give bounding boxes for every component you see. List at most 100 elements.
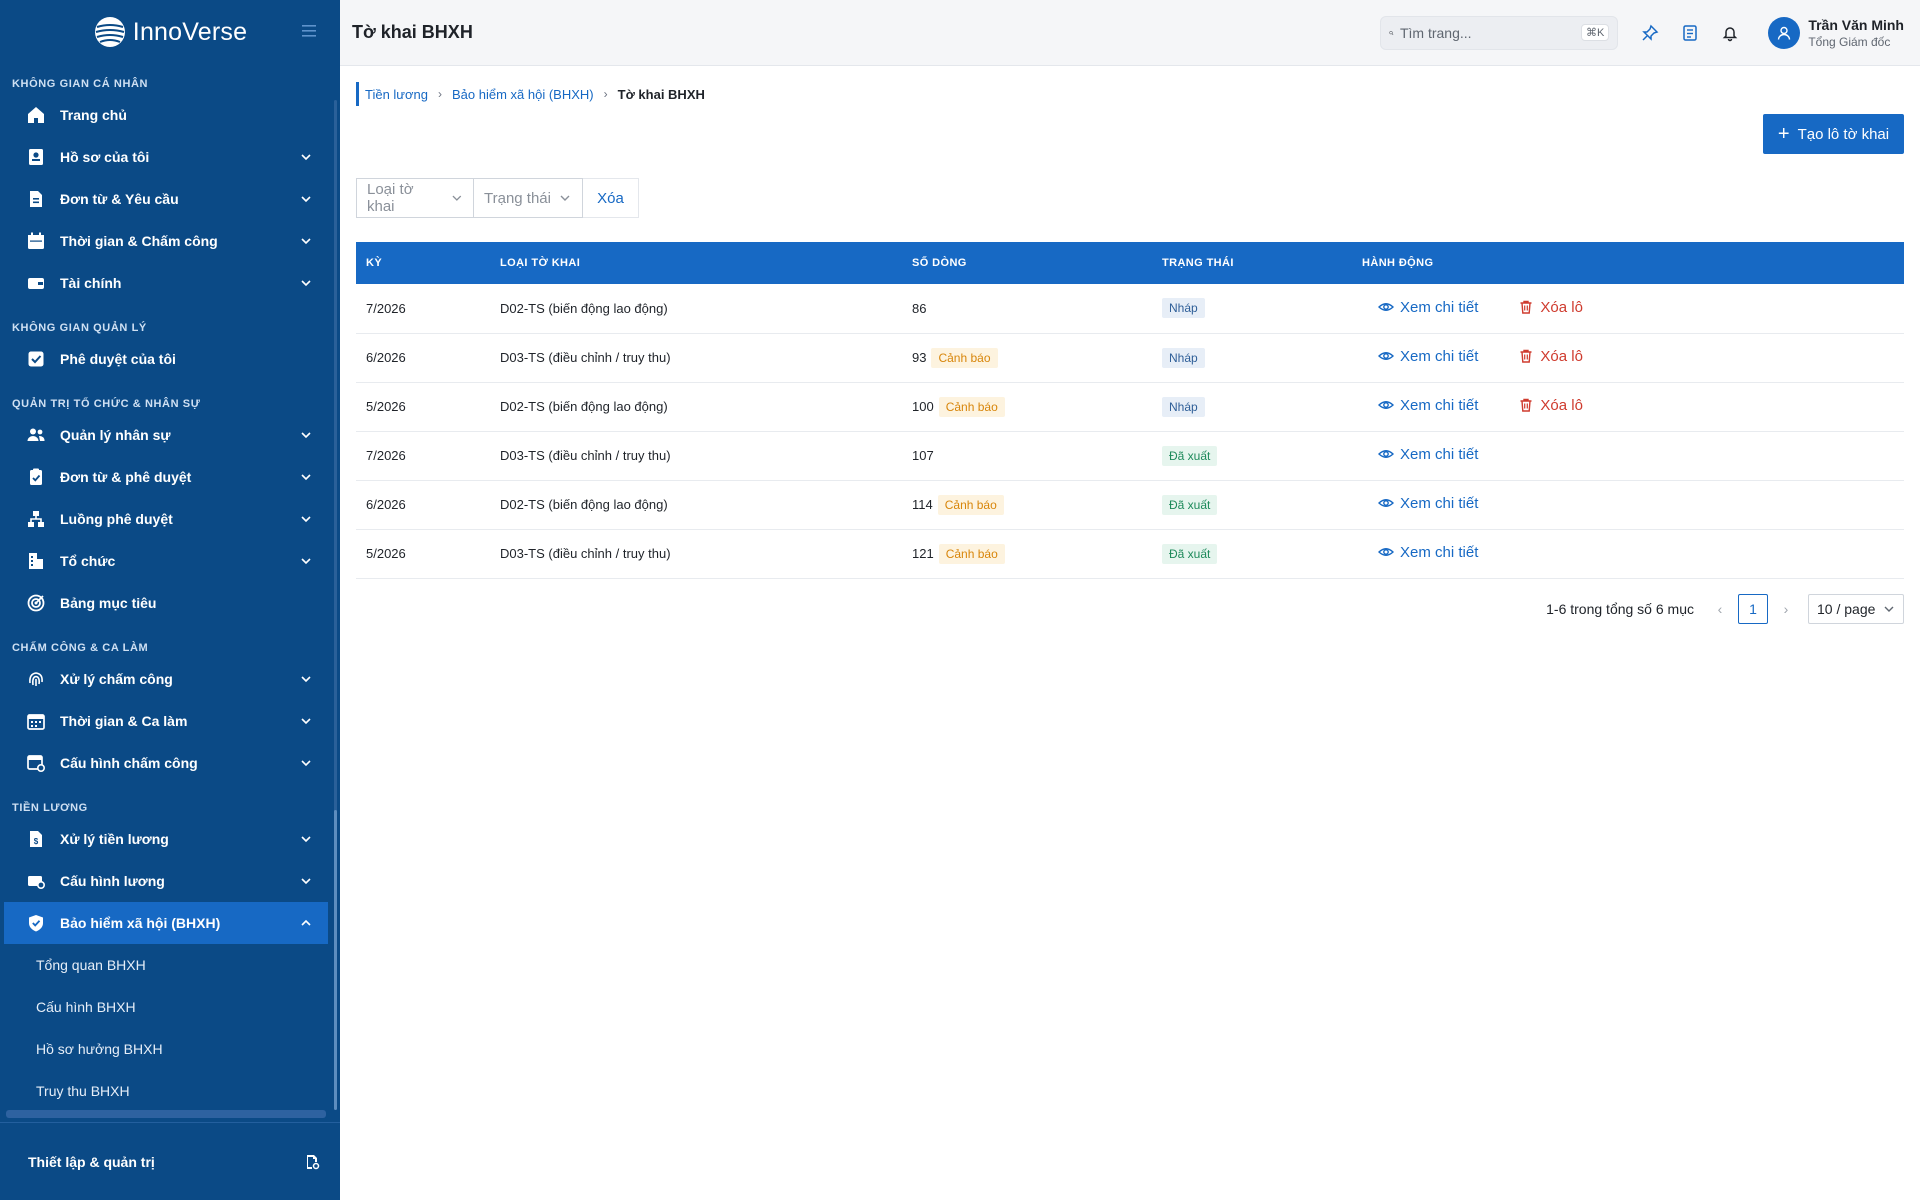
cell-line-count: 86 [902, 284, 1152, 334]
sidebar-item-don-tu-phe-duyet[interactable]: Đơn từ & phê duyệt [0, 456, 340, 498]
sidebar-subitem-ho-so-huong-bhxh[interactable]: Hồ sơ hưởng BHXH [36, 1041, 163, 1057]
cell-declaration-type: D02-TS (biến động lao động) [490, 382, 902, 432]
app-logo[interactable]: InnoVerse [93, 15, 247, 49]
delete-batch-link[interactable]: Xóa lô [1518, 299, 1583, 316]
sidebar-item-bao-hiem-xa-hoi-bhxh[interactable]: Bảo hiểm xã hội (BHXH) [4, 902, 328, 944]
view-details-link[interactable]: Xem chi tiết [1378, 446, 1478, 463]
status-select[interactable]: Trạng thái [474, 178, 583, 218]
cell-actions: Xem chi tiết Xóa lô [1352, 284, 1904, 334]
view-details-link[interactable]: Xem chi tiết [1378, 299, 1478, 316]
sidebar-section-title: KHÔNG GIAN QUẢN LÝ [12, 322, 147, 334]
sidebar-item-tai-chinh[interactable]: Tài chính [0, 262, 340, 304]
sidebar-item-ho-so-cua-toi[interactable]: Hồ sơ của tôi [0, 136, 340, 178]
sidebar-scroll-track [334, 100, 337, 1080]
cell-line-count: 114 Cảnh báo [902, 480, 1152, 530]
view-details-link[interactable]: Xem chi tiết [1378, 348, 1478, 365]
cell-declaration-type: D02-TS (biến động lao động) [490, 284, 902, 334]
column-header-period[interactable]: KỲ [366, 257, 383, 269]
breadcrumb-separator-icon: › [438, 87, 442, 101]
delete-batch-link[interactable]: Xóa lô [1518, 397, 1583, 414]
sidebar-scrollbar[interactable] [334, 810, 337, 1110]
breadcrumb-link-social-insurance[interactable]: Bảo hiểm xã hội (BHXH) [452, 86, 594, 102]
sidebar-item-label: Đơn từ & phê duyệt [60, 469, 192, 485]
page-number-button[interactable]: 1 [1738, 594, 1768, 624]
sidebar-item-label: Quản lý nhân sự [60, 427, 171, 443]
declaration-type-select[interactable]: Loại tờ khai [356, 178, 474, 218]
chevron-down-icon[interactable] [300, 715, 312, 727]
cell-period: 5/2026 [356, 382, 490, 432]
sidebar-item-thoi-gian-cham-cong[interactable]: Thời gian & Chấm công [0, 220, 340, 262]
pin-icon [1642, 24, 1659, 41]
sidebar-section-title: QUẢN TRỊ TỔ CHỨC & NHÂN SỰ [12, 398, 201, 410]
prev-page-icon[interactable]: ‹ [1717, 601, 1723, 617]
sidebar-horizontal-scrollbar[interactable] [6, 1110, 326, 1118]
sidebar-item-thoi-gian-ca-lam[interactable]: Thời gian & Ca làm [0, 700, 340, 742]
sidebar-item-bang-muc-tieu[interactable]: Bảng mục tiêu [0, 582, 340, 624]
sidebar-item-cau-hinh-cham-cong[interactable]: Cấu hình chấm công [0, 742, 340, 784]
sidebar-item-phe-duyet-cua-toi[interactable]: Phê duyệt của tôi [0, 338, 340, 380]
breadcrumb-link-payroll[interactable]: Tiền lương [365, 86, 428, 102]
notes-button[interactable] [1670, 13, 1710, 53]
sidebar-subitem-cau-hinh-bhxh[interactable]: Cấu hình BHXH [36, 999, 136, 1015]
cell-status: Nháp [1152, 333, 1352, 383]
line-count-value: 107 [912, 448, 934, 463]
cell-actions: Xem chi tiết [1352, 529, 1904, 579]
sidebar-item-cau-hinh-luong[interactable]: Cấu hình lương [0, 860, 340, 902]
chevron-down-icon[interactable] [300, 513, 312, 525]
notifications-button[interactable] [1710, 13, 1750, 53]
sidebar-item-luong-phe-duyet[interactable]: Luồng phê duyệt [0, 498, 340, 540]
chevron-down-icon[interactable] [300, 555, 312, 567]
chevron-down-icon[interactable] [300, 875, 312, 887]
view-details-link[interactable]: Xem chi tiết [1378, 544, 1478, 561]
page-size-select[interactable]: 10 / page [1808, 594, 1904, 624]
chevron-down-icon[interactable] [300, 471, 312, 483]
delete-batch-link[interactable]: Xóa lô [1518, 348, 1583, 365]
chevron-down-icon[interactable] [300, 193, 312, 205]
column-header-status[interactable]: TRẠNG THÁI [1162, 257, 1234, 269]
sidebar-subitem-truy-thu-bhxh[interactable]: Truy thu BHXH [36, 1083, 130, 1099]
pin-button[interactable] [1630, 13, 1670, 53]
sidebar-item-don-tu-yeu-cau[interactable]: Đơn từ & Yêu cầu [0, 178, 340, 220]
calendar-grid-icon [27, 714, 45, 730]
next-page-icon[interactable]: › [1783, 601, 1789, 617]
sidebar-item-label: Trang chủ [60, 107, 127, 123]
chevron-down-icon[interactable] [300, 833, 312, 845]
sidebar-footer-settings[interactable]: Thiết lập & quản trị [0, 1122, 340, 1200]
create-declaration-batch-button[interactable]: + Tạo lô tờ khai [1763, 114, 1904, 154]
chevron-down-icon[interactable] [300, 429, 312, 441]
column-header-line-count[interactable]: SỐ DÒNG [912, 257, 967, 269]
chevron-up-icon[interactable] [300, 917, 312, 929]
trash-icon [1520, 300, 1532, 314]
status-placeholder: Trạng thái [484, 189, 551, 207]
sidebar-item-label: Tổ chức [60, 553, 116, 569]
pagination-summary: 1-6 trong tổng số 6 mục [1546, 601, 1694, 617]
search-box[interactable]: ⌘K [1380, 15, 1619, 50]
chevron-down-icon[interactable] [300, 235, 312, 247]
cell-actions: Xem chi tiết [1352, 431, 1904, 481]
column-header-declaration-type[interactable]: LOẠI TỜ KHAI [500, 257, 581, 269]
view-details-link[interactable]: Xem chi tiết [1378, 495, 1478, 512]
flow-icon [28, 511, 44, 527]
chevron-down-icon[interactable] [300, 757, 312, 769]
view-details-link[interactable]: Xem chi tiết [1378, 397, 1478, 414]
search-input[interactable] [1399, 24, 1581, 41]
sidebar-item-trang-chu[interactable]: Trang chủ [0, 94, 340, 136]
view-details-label: Xem chi tiết [1400, 347, 1479, 365]
sidebar-item-label: Đơn từ & Yêu cầu [60, 191, 179, 207]
column-header-actions: HÀNH ĐỘNG [1362, 257, 1434, 269]
sidebar-item-xu-ly-tien-luong[interactable]: $ Xử lý tiền lương [0, 818, 340, 860]
sidebar-subitem-tong-quan-bhxh[interactable]: Tổng quan BHXH [36, 957, 146, 973]
clear-filters-button[interactable]: Xóa [583, 178, 639, 218]
sidebar-item-label: Thời gian & Ca làm [60, 713, 188, 729]
chevron-down-icon [452, 195, 462, 201]
sidebar-item-quan-ly-nhan-su[interactable]: Quản lý nhân sự [0, 414, 340, 456]
chevron-down-icon[interactable] [300, 277, 312, 289]
user-role: Tổng Giám đốc [1808, 34, 1891, 49]
chevron-down-icon[interactable] [300, 673, 312, 685]
chevron-down-icon[interactable] [300, 151, 312, 163]
sidebar-item-to-chuc[interactable]: Tổ chức [0, 540, 340, 582]
menu-collapse-icon[interactable] [300, 22, 318, 40]
sidebar-item-xu-ly-cham-cong[interactable]: Xử lý chấm công [0, 658, 340, 700]
line-count-value: 114 [912, 496, 933, 512]
user-menu[interactable]: Trần Văn Minh Tổng Giám đốc [1768, 16, 1904, 50]
